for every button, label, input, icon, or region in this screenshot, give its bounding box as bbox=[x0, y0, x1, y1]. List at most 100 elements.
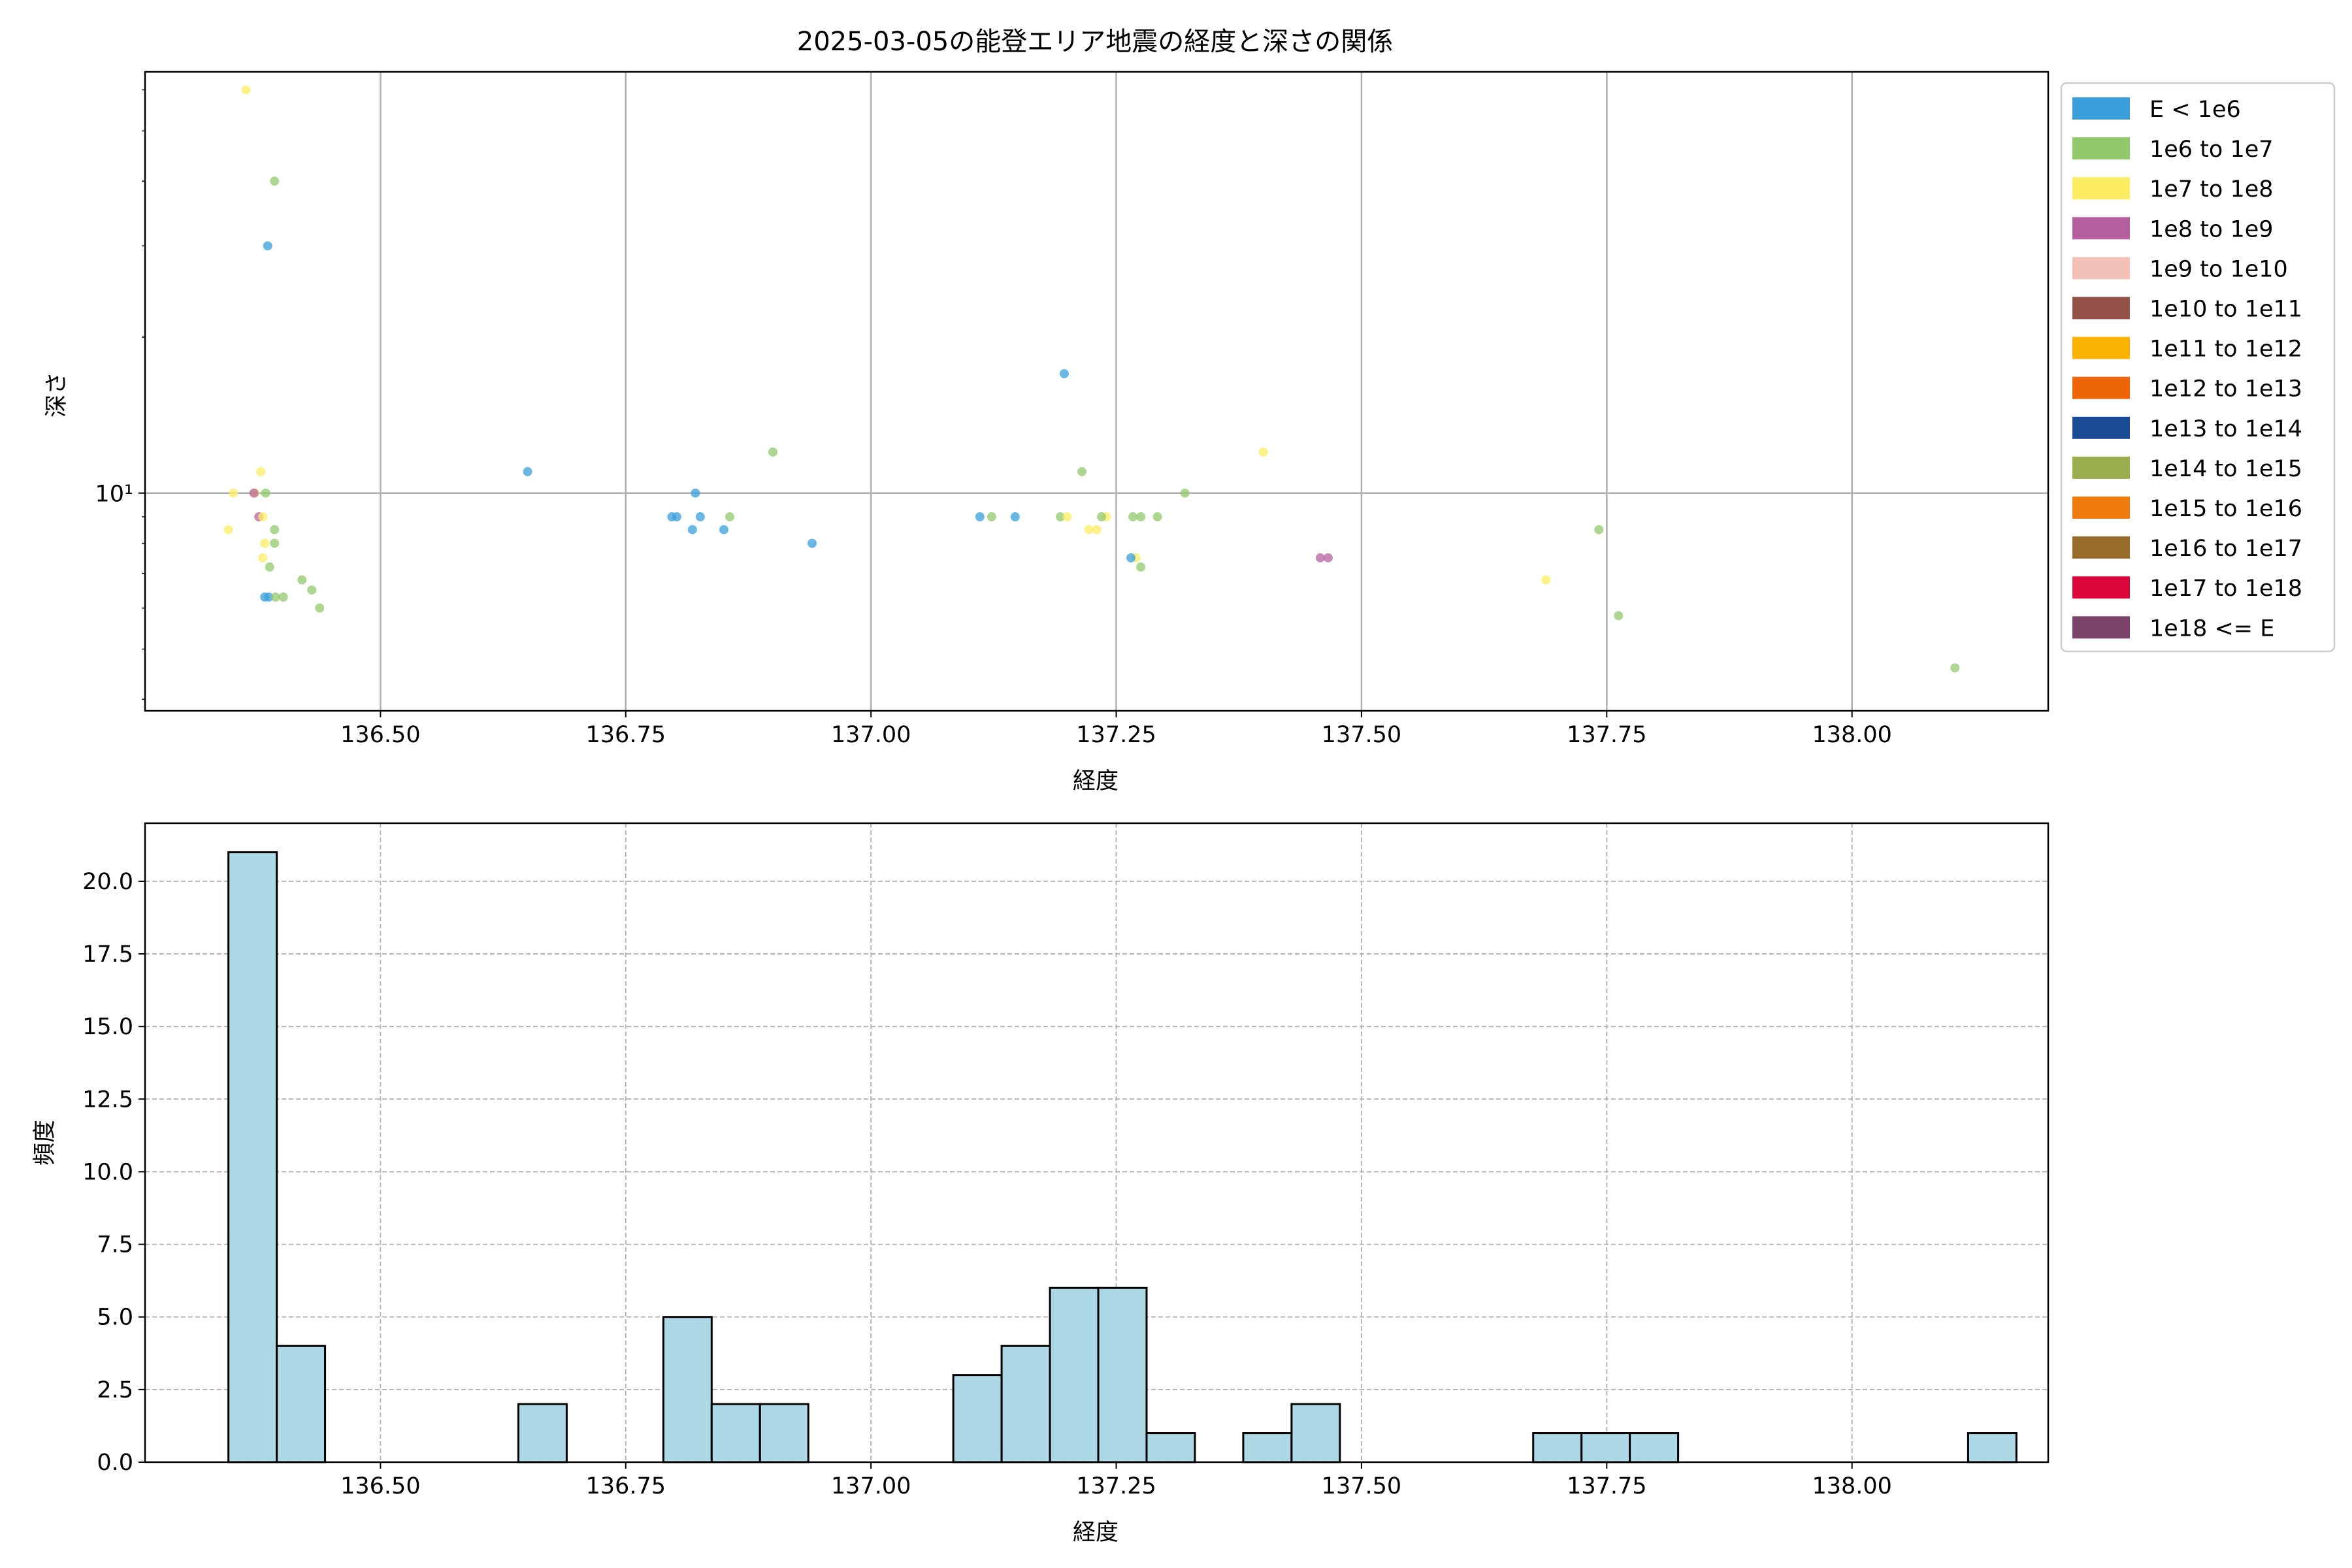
scatter-point bbox=[258, 512, 268, 522]
legend-swatch bbox=[2072, 257, 2130, 280]
scatter-point bbox=[1136, 562, 1146, 572]
scatter-x-tick-label: 138.00 bbox=[1812, 722, 1891, 748]
legend-swatch bbox=[2072, 456, 2130, 479]
scatter-point bbox=[1315, 553, 1325, 563]
scatter-y-ticks: 10¹ bbox=[95, 89, 145, 700]
scatter-point bbox=[975, 512, 985, 522]
histogram-bar bbox=[1097, 1286, 1148, 1463]
scatter-point bbox=[270, 525, 280, 534]
scatter-point bbox=[1614, 611, 1624, 621]
histogram-bar bbox=[1000, 1345, 1051, 1463]
legend-swatch bbox=[2072, 137, 2130, 160]
scatter-point bbox=[768, 447, 777, 457]
scatter-x-axis-label: 経度 bbox=[1073, 768, 1119, 794]
scatter-point bbox=[229, 488, 238, 498]
scatter-point bbox=[258, 553, 268, 563]
histogram-bar bbox=[1967, 1432, 2017, 1463]
legend-label: 1e7 to 1e8 bbox=[2149, 176, 2274, 203]
legend-label: E < 1e6 bbox=[2149, 97, 2241, 123]
scatter-x-tick-label: 137.00 bbox=[831, 722, 911, 748]
histogram-x-tick-label: 138.00 bbox=[1812, 1473, 1891, 1499]
histogram-x-tick-label: 136.50 bbox=[340, 1473, 420, 1499]
scatter-point bbox=[241, 85, 251, 95]
scatter-x-tick-label: 137.50 bbox=[1322, 722, 1401, 748]
scatter-point bbox=[1258, 447, 1268, 457]
histogram-panel: 136.50 136.75 137.00 137.25 137.50 137.75 138.… bbox=[32, 822, 2050, 1546]
scatter-point bbox=[1541, 575, 1551, 585]
scatter-point bbox=[270, 538, 280, 548]
legend-swatch bbox=[2072, 416, 2130, 439]
histogram-y-ticks: 0.0 2.5 5.0 7.5 10.0 12.5 15.0 17.5 20.0 bbox=[82, 869, 145, 1476]
scatter-point bbox=[691, 488, 700, 498]
legend-swatch bbox=[2072, 376, 2130, 399]
scatter-point bbox=[265, 562, 274, 572]
scatter-point bbox=[1950, 663, 1960, 673]
scatter-point bbox=[315, 603, 325, 613]
histogram-x-tick-label: 137.50 bbox=[1322, 1473, 1401, 1499]
legend-swatch bbox=[2072, 297, 2130, 319]
legend-swatch bbox=[2072, 177, 2130, 200]
histogram-bar bbox=[227, 851, 278, 1463]
scatter-x-tick-label: 137.25 bbox=[1076, 722, 1156, 748]
chart-title: 2025-03-05の能登エリア地震の経度と深さの関係 bbox=[797, 27, 1393, 57]
histogram-bar bbox=[952, 1374, 1003, 1463]
scatter-y-tick-label: 10¹ bbox=[95, 482, 133, 508]
histogram-x-tick-label: 136.75 bbox=[586, 1473, 666, 1499]
legend-swatch bbox=[2072, 576, 2130, 599]
histogram-x-ticks: 136.50 136.75 137.00 137.25 137.50 137.75 138.… bbox=[340, 1462, 1892, 1499]
scatter-point bbox=[1594, 525, 1604, 534]
histogram-bar bbox=[1580, 1432, 1631, 1463]
legend-swatch bbox=[2072, 536, 2130, 559]
scatter-point bbox=[1323, 553, 1333, 563]
histogram-y-tick-label: 5.0 bbox=[97, 1305, 133, 1331]
histogram-y-tick-label: 20.0 bbox=[82, 869, 133, 895]
legend-label: 1e13 to 1e14 bbox=[2149, 416, 2302, 442]
scatter-point bbox=[1092, 525, 1102, 534]
legend-items: E < 1e6 1e6 to 1e7 1e7 to 1e8 1e8 to 1e9 1e9… bbox=[2072, 97, 2302, 642]
legend-swatch bbox=[2072, 97, 2130, 120]
histogram-bar bbox=[710, 1403, 761, 1463]
scatter-point bbox=[1062, 512, 1072, 522]
histogram-x-tick-label: 137.00 bbox=[831, 1473, 911, 1499]
scatter-point bbox=[249, 488, 259, 498]
scatter-point bbox=[808, 538, 817, 548]
legend-label: 1e12 to 1e13 bbox=[2149, 376, 2302, 402]
scatter-point bbox=[261, 488, 270, 498]
scatter-point bbox=[1180, 488, 1190, 498]
legend-label: 1e18 <= E bbox=[2149, 615, 2274, 642]
scatter-point bbox=[270, 592, 280, 602]
scatter-point bbox=[1128, 512, 1138, 522]
scatter-point bbox=[1097, 512, 1107, 522]
legend: E < 1e6 1e6 to 1e7 1e7 to 1e8 1e8 to 1e9 1e9… bbox=[2060, 82, 2336, 653]
scatter-point bbox=[1084, 525, 1094, 534]
scatter-point bbox=[278, 592, 288, 602]
histogram-axes-frame bbox=[144, 822, 2050, 1463]
legend-swatch bbox=[2072, 217, 2130, 240]
legend-label: 1e16 to 1e17 bbox=[2149, 536, 2302, 562]
scatter-point bbox=[725, 512, 734, 522]
scatter-point bbox=[264, 592, 274, 602]
histogram-bar bbox=[1242, 1432, 1293, 1463]
scatter-point bbox=[672, 512, 681, 522]
scatter-panel: 136.50 136.75 137.00 137.25 137.50 137.75 138.… bbox=[44, 71, 2050, 794]
legend-label: 1e6 to 1e7 bbox=[2149, 137, 2274, 163]
histogram-bars bbox=[227, 851, 2017, 1463]
scatter-point bbox=[1059, 368, 1069, 378]
histogram-y-tick-label: 17.5 bbox=[82, 941, 133, 968]
legend-swatch bbox=[2072, 497, 2130, 519]
scatter-point bbox=[687, 525, 697, 534]
histogram-y-tick-label: 2.5 bbox=[97, 1377, 133, 1403]
histogram-bar bbox=[1049, 1286, 1100, 1463]
scatter-point bbox=[1010, 512, 1020, 522]
histogram-bar bbox=[1629, 1432, 1680, 1463]
histogram-bar bbox=[1532, 1432, 1583, 1463]
histogram-y-tick-label: 0.0 bbox=[97, 1450, 133, 1476]
legend-label: 1e10 to 1e11 bbox=[2149, 297, 2302, 323]
histogram-x-tick-label: 137.75 bbox=[1567, 1473, 1646, 1499]
scatter-point bbox=[1152, 512, 1162, 522]
legend-label: 1e8 to 1e9 bbox=[2149, 216, 2274, 242]
legend-label: 1e15 to 1e16 bbox=[2149, 496, 2302, 522]
scatter-point bbox=[307, 585, 317, 595]
histogram-y-axis-label: 頻度 bbox=[32, 1120, 58, 1166]
histogram-x-axis-label: 経度 bbox=[1073, 1520, 1119, 1546]
